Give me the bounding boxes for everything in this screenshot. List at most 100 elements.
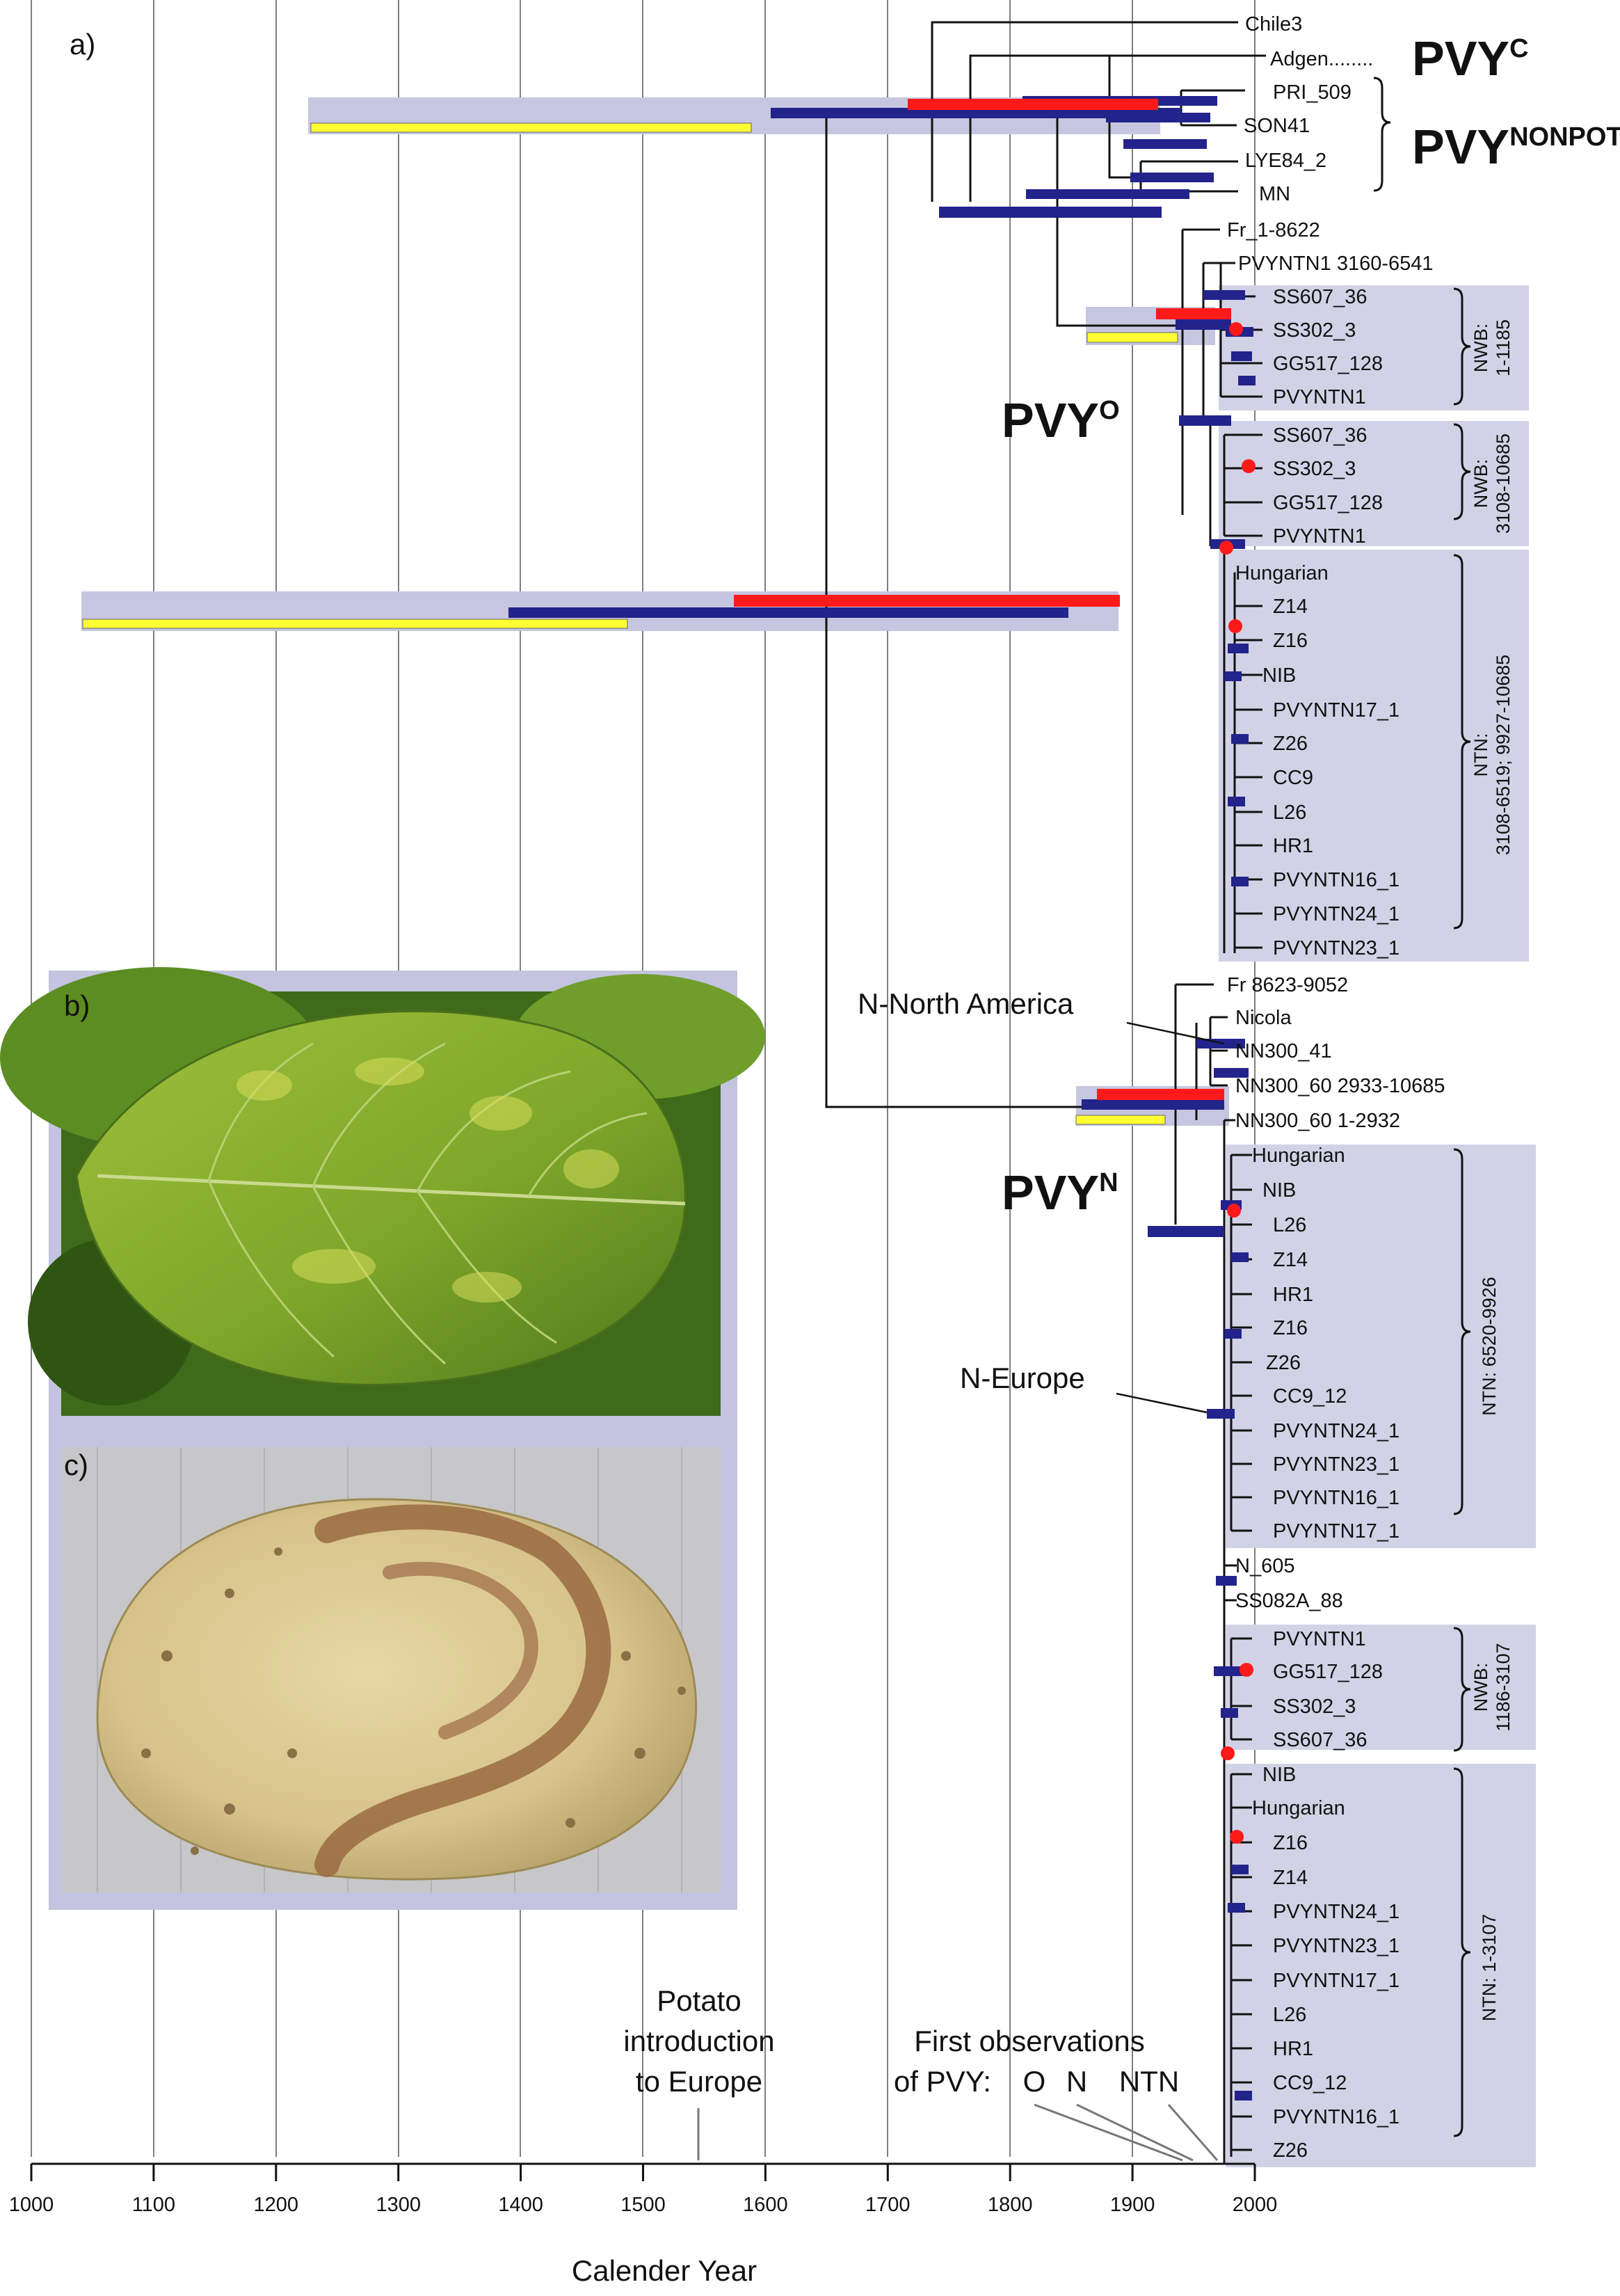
clade-label-ntn2: NTN: 6520-9926 xyxy=(1479,1277,1500,1416)
hpd-bars-red xyxy=(734,99,1231,1100)
brace-ntn-2 xyxy=(1453,1148,1471,1515)
svg-text:of PVY:: of PVY: xyxy=(894,2065,991,2098)
taxon-label: SS607_36 xyxy=(1273,424,1367,447)
curly-braces xyxy=(1373,77,1471,2137)
taxon-label: Z16 xyxy=(1273,630,1308,652)
brace-nonpot xyxy=(1373,77,1391,192)
taxon-label: PVYNTN24_1 xyxy=(1273,903,1400,925)
taxon-label: Chile3 xyxy=(1245,13,1302,35)
panel-label-a: a) xyxy=(70,28,95,61)
node-dots xyxy=(1219,322,1256,1844)
taxon-label: GG517_128 xyxy=(1273,492,1383,514)
x-axis-label: Calender Year xyxy=(572,2254,757,2287)
taxon-label: SS302_3 xyxy=(1273,319,1356,342)
clade-box-ntn-1-3107 xyxy=(1226,1764,1536,2167)
taxon-label: PVYNTN1 xyxy=(1273,1628,1366,1650)
taxon-label: SS607_36 xyxy=(1273,1729,1367,1751)
taxon-label: PVYNTN23_1 xyxy=(1273,1453,1400,1476)
tuber-photo xyxy=(61,1447,721,1892)
svg-text:to Europe: to Europe xyxy=(636,2065,762,2098)
taxon-label: MN xyxy=(1259,183,1290,205)
taxon-label: GG517_128 xyxy=(1273,1661,1383,1683)
taxon-label: SON41 xyxy=(1244,115,1310,137)
svg-text:First observations: First observations xyxy=(914,2025,1144,2057)
taxon-label: PVYNTN17_1 xyxy=(1273,699,1400,722)
panel-label-c: c) xyxy=(64,1449,88,1481)
clade-boxes xyxy=(1219,285,1536,2167)
taxon-label: Hungarian xyxy=(1252,1145,1345,1167)
taxon-label: Hungarian xyxy=(1252,1797,1345,1819)
x-tick-label: 2000 xyxy=(1233,2194,1278,2216)
taxon-label: PVYNTN24_1 xyxy=(1273,1420,1400,1442)
clade-label-ntn3: NTN: 1-3107 xyxy=(1479,1914,1500,2022)
svg-text:O: O xyxy=(1023,2065,1046,2098)
brace-nwb-1 xyxy=(1453,287,1471,406)
clade-label-ntn1: NTN:3108-6519; 9927-10685 xyxy=(1470,655,1514,855)
x-tick-label: 1900 xyxy=(1110,2194,1155,2216)
taxon-label: PVYNTN24_1 xyxy=(1273,1901,1400,1923)
svg-text:introduction: introduction xyxy=(623,2025,774,2057)
clade-labels: NWB:1-1185 NWB:3108-10685 NTN:3108-6519;… xyxy=(1470,319,1514,2021)
leaf-photo xyxy=(0,967,765,1416)
svg-text:N: N xyxy=(1066,2065,1087,2098)
taxon-label: CC9 xyxy=(1273,767,1313,789)
taxon-label: Adgen........ xyxy=(1270,48,1373,70)
taxon-label: Z16 xyxy=(1273,1832,1308,1854)
x-tick-label: 1400 xyxy=(498,2194,543,2216)
svg-text:Potato: Potato xyxy=(657,1984,741,2017)
taxon-label: NIB xyxy=(1262,1764,1296,1786)
brace-nwb-3 xyxy=(1453,1627,1471,1752)
taxon-label: Nicola xyxy=(1235,1007,1292,1029)
taxon-label: HR1 xyxy=(1273,835,1313,857)
taxon-label: Z14 xyxy=(1273,1249,1308,1271)
x-tick-label: 1000 xyxy=(9,2194,54,2216)
taxon-label: Z26 xyxy=(1273,2139,1308,2162)
taxon-label: NN300_41 xyxy=(1235,1040,1332,1062)
taxon-label: PVYNTN17_1 xyxy=(1273,1970,1400,1992)
clade-label-nwb2: NWB:3108-10685 xyxy=(1470,433,1514,534)
hpd-bars-yellow xyxy=(82,122,1178,1125)
taxon-label: L26 xyxy=(1273,2004,1306,2026)
annotation-north-america: N-North America xyxy=(858,987,1074,1020)
taxon-label: LYE84_2 xyxy=(1245,150,1326,172)
taxon-label: PRI_509 xyxy=(1273,81,1352,104)
annotation-europe: N-Europe xyxy=(960,1362,1085,1394)
taxon-label: PVYNTN23_1 xyxy=(1273,937,1400,959)
taxon-label: CC9_12 xyxy=(1273,1385,1347,1408)
panel-label-b: b) xyxy=(64,989,90,1022)
x-tick-label: 1800 xyxy=(988,2194,1033,2216)
label-pvy-nonpot: PVYNONPOT xyxy=(1412,120,1620,174)
svg-text:NTN: NTN xyxy=(1119,2065,1179,2098)
clade-label-nwb3: NWB:1186-3107 xyxy=(1470,1643,1514,1731)
taxon-label: PVYNTN17_1 xyxy=(1273,1520,1400,1542)
label-pvyn: PVYN xyxy=(1002,1165,1118,1220)
taxon-label: HR1 xyxy=(1273,1284,1313,1306)
taxon-label: NIB xyxy=(1262,664,1296,687)
label-pvyc: PVYC xyxy=(1412,31,1529,86)
hpd-bars-blue xyxy=(508,96,1256,2100)
first-observations-note: First observations of PVY: O N NTN xyxy=(894,2025,1219,2162)
x-tick-label: 1600 xyxy=(743,2194,788,2216)
brace-nwb-2 xyxy=(1453,423,1471,520)
taxon-label: HR1 xyxy=(1273,2038,1313,2060)
taxon-label: SS302_3 xyxy=(1273,1696,1356,1718)
clade-box-nwb-3108 xyxy=(1219,421,1529,546)
taxon-label: Fr_1-8622 xyxy=(1227,219,1320,241)
brace-ntn-1 xyxy=(1453,554,1471,930)
taxon-label: SS607_36 xyxy=(1273,286,1367,308)
taxon-label: Z26 xyxy=(1273,733,1308,755)
taxon-label: PVYNTN1 3160-6541 xyxy=(1238,253,1434,275)
taxon-label: SS302_3 xyxy=(1273,458,1356,480)
taxon-label: PVYNTN1 xyxy=(1273,525,1366,548)
taxon-label: PVYNTN1 xyxy=(1273,386,1366,408)
taxon-label: GG517_128 xyxy=(1273,353,1383,375)
taxon-label: Fr 8623-9052 xyxy=(1227,974,1348,996)
taxon-label: L26 xyxy=(1273,802,1306,824)
taxon-label: PVYNTN16_1 xyxy=(1273,2106,1400,2128)
x-axis-ticks: 1000 1100 1200 1300 1400 1500 1600 1700 1800 1900… xyxy=(9,2164,1278,2216)
clade-box-ntn-6520 xyxy=(1226,1145,1536,1548)
taxon-label: PVYNTN23_1 xyxy=(1273,1935,1400,1957)
taxon-label: NIB xyxy=(1262,1179,1296,1202)
